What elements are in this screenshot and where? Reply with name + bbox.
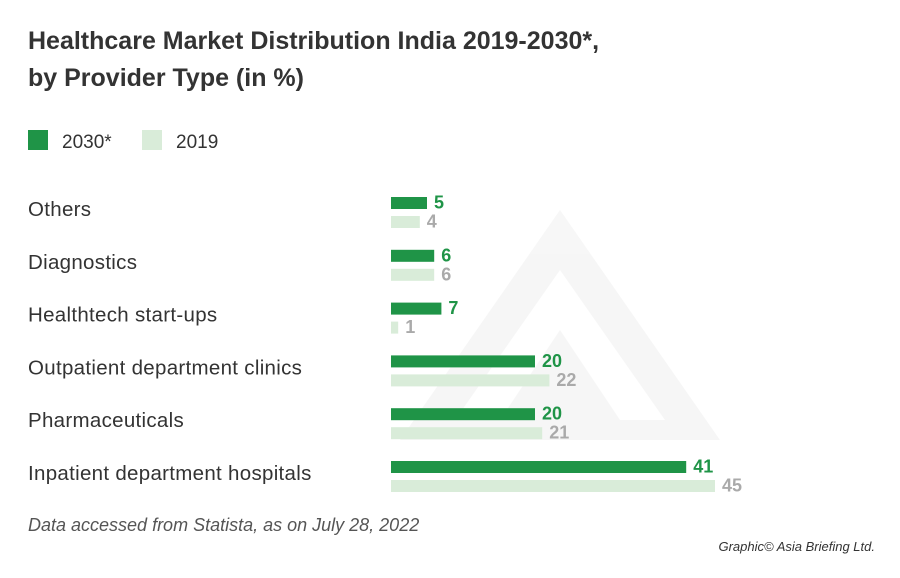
category-label-diagnostics: Diagnostics <box>28 251 137 274</box>
legend-label-2030: 2030* <box>62 132 112 153</box>
graphic-credit: Graphic© Asia Briefing Ltd. <box>718 539 875 554</box>
category-label-pharmaceuticals: Pharmaceuticals <box>28 409 184 432</box>
bar-2019-others <box>391 216 420 228</box>
plot-area: Others 54 Diagnostics 66 Healthtech start-up… <box>28 193 742 496</box>
bar-2019-diagnostics <box>391 268 435 281</box>
value-label-2019-pharmaceuticals: 21 <box>549 423 569 443</box>
value-label-2019-others: 4 <box>427 212 437 232</box>
bar-2030-outpatient-department-clinics <box>391 355 535 368</box>
value-label-2019-healthtech-start-ups: 1 <box>405 317 415 337</box>
category-label-healthtech-start-ups: Healthtech start-ups <box>28 304 217 327</box>
value-label-2030-inpatient-department-hospitals: 41 <box>693 457 713 477</box>
chart-title-line-2: by Provider Type (in %) <box>28 64 304 92</box>
bar-2030-diagnostics <box>391 249 435 262</box>
legend: 2030* 2019 <box>28 130 218 153</box>
bar-2019-outpatient-department-clinics <box>391 374 550 387</box>
legend-swatch-2030 <box>28 130 48 150</box>
value-label-2019-diagnostics: 6 <box>441 264 451 284</box>
bar-2030-inpatient-department-hospitals <box>391 461 687 473</box>
value-label-2019-inpatient-department-hospitals: 45 <box>722 476 742 496</box>
source-note: Data accessed from Statista, as on July … <box>28 515 419 535</box>
value-label-2019-outpatient-department-clinics: 22 <box>556 370 576 390</box>
bar-2019-inpatient-department-hospitals <box>391 480 715 492</box>
bar-2030-pharmaceuticals <box>391 408 535 421</box>
chart-title-line-1: Healthcare Market Distribution India 201… <box>28 27 599 55</box>
legend-label-2019: 2019 <box>176 132 218 153</box>
bar-2019-pharmaceuticals <box>391 427 543 440</box>
value-label-2030-others: 5 <box>434 193 444 213</box>
category-label-outpatient-department-clinics: Outpatient department clinics <box>28 356 302 379</box>
value-label-2030-healthtech-start-ups: 7 <box>448 298 458 318</box>
value-label-2030-diagnostics: 6 <box>441 245 451 265</box>
value-label-2030-pharmaceuticals: 20 <box>542 404 562 424</box>
category-label-inpatient-department-hospitals: Inpatient department hospitals <box>28 462 312 485</box>
bar-2030-others <box>391 197 427 209</box>
value-label-2030-outpatient-department-clinics: 20 <box>542 351 562 371</box>
bar-2019-healthtech-start-ups <box>391 321 399 334</box>
legend-swatch-2019 <box>142 130 162 150</box>
category-label-others: Others <box>28 198 91 221</box>
bar-2030-healthtech-start-ups <box>391 302 442 315</box>
